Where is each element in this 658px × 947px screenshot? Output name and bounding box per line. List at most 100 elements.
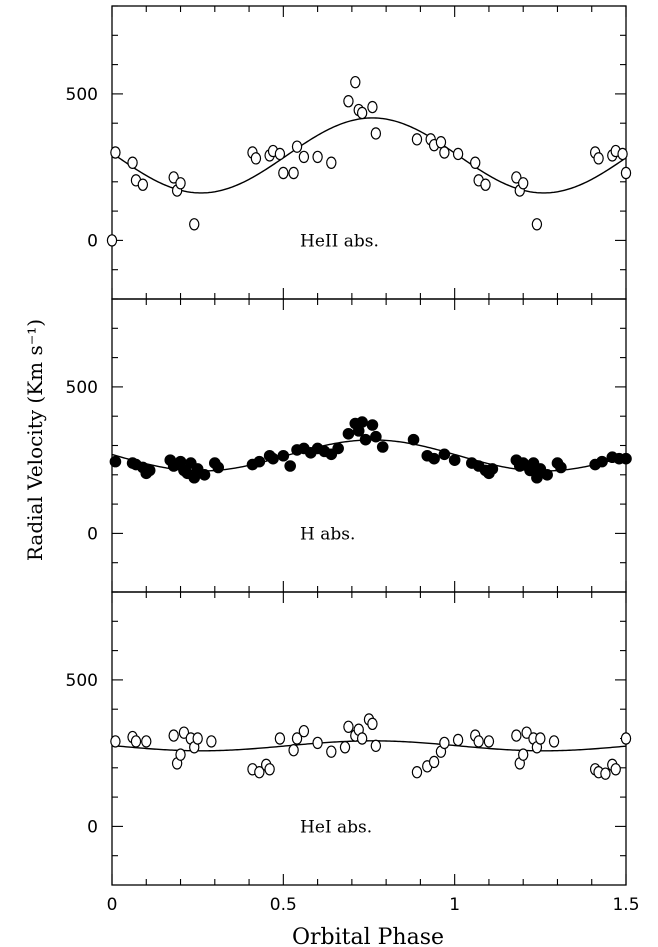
data-point — [486, 463, 499, 475]
data-point — [284, 460, 296, 472]
y-tick-label: 0 — [87, 524, 98, 544]
data-point — [175, 748, 186, 761]
data-point — [267, 452, 279, 465]
data-point — [600, 767, 611, 780]
data-point — [277, 449, 290, 462]
data-point — [312, 150, 323, 164]
panels-group: 0 500 HeII abs. 0 500 H abs. 0 500 HeI abs. 0 0.5 1… — [66, 5, 640, 915]
data-point — [376, 441, 389, 453]
data-point — [110, 735, 121, 748]
data-point — [291, 140, 303, 153]
data-point — [291, 732, 303, 745]
data-point — [127, 156, 138, 169]
data-point — [356, 732, 368, 745]
data-point — [168, 729, 179, 742]
data-point — [411, 765, 423, 779]
data-point — [130, 735, 142, 748]
data-point — [511, 729, 522, 742]
data-point — [288, 744, 299, 757]
data-point — [288, 166, 299, 180]
data-point — [356, 416, 368, 428]
y-tick-label: 0 — [87, 231, 98, 251]
data-point — [370, 430, 382, 443]
x-tick-label: 1.5 — [612, 895, 639, 915]
data-point — [356, 106, 368, 120]
data-point — [483, 735, 495, 748]
data-point — [274, 147, 286, 161]
panel-label: HeI abs. — [300, 817, 372, 837]
data-point — [168, 171, 179, 184]
data-point — [339, 741, 351, 754]
data-point — [367, 717, 378, 731]
data-point — [253, 455, 266, 468]
x-tick-label: 1 — [449, 895, 460, 915]
data-point — [254, 765, 265, 779]
data-point — [274, 732, 286, 745]
data-point — [617, 147, 628, 161]
data-point — [343, 95, 354, 108]
data-point — [264, 763, 275, 776]
data-point — [250, 152, 262, 165]
data-point — [473, 735, 484, 748]
data-point — [212, 461, 225, 474]
data-point — [548, 735, 560, 748]
data-point — [620, 452, 632, 465]
data-point — [109, 455, 122, 468]
x-tick-label: 0.5 — [270, 895, 297, 915]
data-point — [278, 166, 289, 180]
data-point — [428, 452, 440, 465]
panel-1: 0 500 HeII abs. — [66, 5, 632, 300]
data-point — [428, 755, 440, 769]
panel-2: 0 500 H abs. — [66, 298, 632, 593]
y-tick-label: 500 — [66, 671, 98, 691]
data-point — [593, 152, 604, 165]
data-point — [439, 736, 450, 750]
data-point — [541, 469, 553, 481]
data-point — [359, 433, 372, 446]
data-point — [620, 732, 632, 745]
data-point — [350, 75, 361, 89]
data-point — [610, 763, 621, 776]
data-point — [367, 100, 378, 114]
data-point — [480, 178, 491, 191]
panel-label: HeII abs. — [300, 231, 379, 251]
data-point — [518, 177, 529, 190]
x-axis-label: Orbital Phase — [292, 925, 444, 947]
data-point — [521, 726, 532, 739]
data-point — [439, 146, 450, 159]
y-tick-label: 500 — [66, 85, 98, 105]
data-point — [143, 464, 156, 477]
data-point — [407, 433, 420, 446]
data-point — [298, 150, 310, 164]
data-point — [435, 136, 447, 149]
x-tick-label: 0 — [107, 895, 118, 915]
data-point — [411, 133, 423, 146]
y-tick-label: 0 — [87, 817, 98, 837]
fit-curve — [111, 117, 627, 194]
data-point — [178, 726, 190, 739]
data-point — [343, 720, 354, 733]
data-point — [438, 448, 451, 461]
data-point — [470, 156, 481, 169]
data-point — [326, 156, 337, 169]
data-point — [620, 166, 632, 180]
data-point — [192, 732, 203, 745]
data-point — [518, 748, 529, 761]
data-point — [141, 735, 152, 748]
data-point — [198, 469, 211, 481]
panel-3: 0 500 HeI abs. — [66, 591, 632, 886]
data-point — [189, 218, 200, 231]
data-point — [448, 454, 461, 466]
panel-label: H abs. — [300, 524, 355, 544]
data-point — [312, 736, 323, 750]
data-point — [110, 146, 121, 159]
data-point — [175, 177, 186, 190]
data-point — [531, 218, 543, 231]
data-point — [535, 732, 546, 745]
data-point — [332, 442, 344, 455]
data-point — [555, 461, 567, 474]
data-point — [366, 419, 379, 431]
data-point — [137, 178, 149, 191]
y-tick-label: 500 — [66, 378, 98, 398]
